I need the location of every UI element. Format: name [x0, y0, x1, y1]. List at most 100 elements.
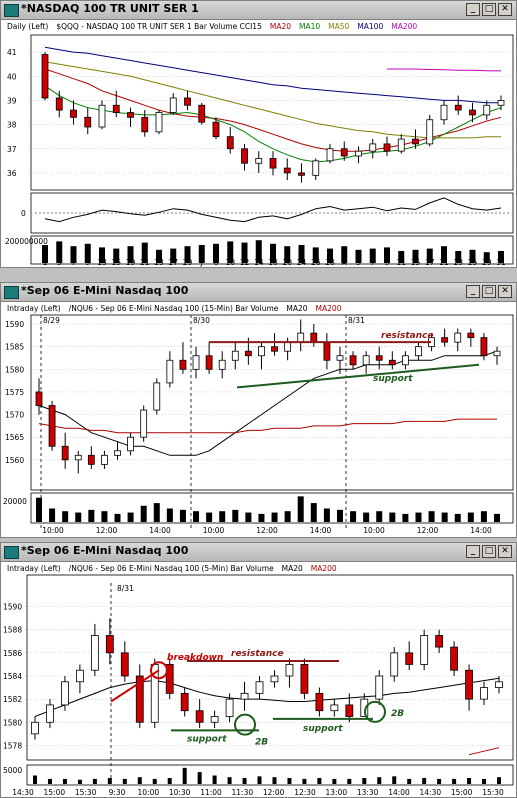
candle-body [127, 436, 134, 452]
volume-bar [284, 246, 291, 263]
x-tick-label: 14:30 [12, 788, 34, 797]
candle-body [153, 382, 161, 411]
chart-header-item: MA200 [391, 22, 417, 31]
volume-bar [287, 778, 292, 784]
volume-bar [153, 503, 160, 522]
y-tick-label: 1585 [5, 343, 24, 352]
x-tick-label: 15:30 [75, 788, 97, 797]
maximize-button[interactable]: □ [482, 3, 496, 16]
2b-circle [234, 713, 256, 736]
volume-bar [255, 240, 262, 263]
volume-bar [350, 511, 357, 522]
15min-chart-window: *Sep 06 E-Mini Nasdaq 100 _ □ ✕ Intraday… [0, 282, 517, 538]
x-tick-label: 10:00 [203, 526, 225, 535]
window-title-bar[interactable]: *Sep 06 E-Mini Nasdaq 100 _ □ ✕ [1, 283, 516, 302]
volume-bar [332, 778, 337, 784]
maximize-button[interactable]: □ [482, 285, 496, 298]
y-tick-label: 38 [7, 121, 17, 130]
minimize-button[interactable]: _ [466, 3, 480, 16]
volume-bar [166, 508, 173, 522]
y-tick-label: 1575 [5, 388, 24, 397]
x-tick-label: 11 [396, 258, 406, 267]
support-label: support [373, 374, 413, 384]
y-tick-label: 39 [7, 96, 17, 105]
x-tick-label: 12:30 [294, 788, 316, 797]
candle-body [495, 681, 503, 688]
maximize-button[interactable]: □ [482, 545, 496, 558]
candle-body [255, 158, 263, 164]
moving-average-line [44, 85, 502, 163]
volume-axis-label: 200000000 [5, 237, 48, 246]
candle-body [375, 355, 383, 361]
x-tick-label: 12:00 [256, 526, 278, 535]
volume-bar [271, 512, 278, 522]
volume-bar [114, 513, 121, 522]
x-tick-label: 12 [240, 258, 250, 267]
volume-bar [56, 241, 63, 263]
minimize-button[interactable]: _ [466, 285, 480, 298]
candle-body [349, 355, 357, 366]
x-tick-label: 12:00 [263, 788, 285, 797]
2b-circle [364, 700, 386, 723]
volume-bar [184, 246, 191, 263]
x-tick-label: 14:30 [420, 788, 442, 797]
volume-bar [75, 512, 82, 522]
volume-bar [441, 512, 448, 522]
candle-body [31, 721, 39, 735]
support-line [236, 363, 480, 389]
candle-body [283, 167, 291, 174]
volume-plot-frame [30, 235, 514, 265]
y-tick-label: 1560 [5, 456, 24, 465]
volume-bar [101, 511, 108, 522]
volume-bar [398, 251, 405, 263]
candle-body [362, 355, 370, 366]
candle-body [255, 681, 264, 694]
volume-bar [122, 778, 127, 784]
x-tick-label: 6 [214, 258, 219, 267]
volume-bar [389, 512, 396, 522]
chart-app-icon [4, 286, 19, 299]
volume-bar [327, 248, 333, 263]
volume-bar [219, 511, 226, 522]
candle-body [355, 150, 362, 157]
close-button[interactable]: ✕ [498, 285, 512, 298]
volume-bar [212, 775, 217, 784]
volume-bar [227, 777, 232, 784]
volume-bar [92, 778, 97, 784]
volume-bar [127, 512, 134, 522]
volume-bar [347, 778, 352, 784]
volume-bar [369, 248, 376, 263]
candle-body [340, 148, 348, 157]
breakdown-label: breakdown [167, 653, 223, 663]
volume-bar [437, 778, 442, 784]
window-title: *NASDAQ 100 TR UNIT SER 1 [21, 2, 199, 15]
volume-bar [297, 496, 304, 522]
date-marker-label: 8/29 [43, 316, 60, 325]
volume-bar [428, 511, 435, 522]
volume-bar [206, 512, 213, 522]
close-button[interactable]: ✕ [498, 545, 512, 558]
x-tick-label: 13:00 [326, 788, 348, 797]
volume-bar [179, 509, 186, 522]
window-title-bar[interactable]: *NASDAQ 100 TR UNIT SER 1 _ □ ✕ [1, 1, 516, 20]
x-tick-label: 15:30 [482, 788, 504, 797]
volume-bar [480, 511, 487, 522]
candle-body [90, 635, 99, 671]
volume-bar [241, 242, 248, 263]
volume-bar [99, 247, 105, 263]
y-tick-label: 1565 [5, 433, 24, 442]
5min-candlestick-chart: Intraday (Left) /NQU6 - Sep 06 E-Mini Nas… [3, 564, 514, 797]
volume-bar [156, 249, 162, 263]
volume-bar [469, 249, 476, 263]
minimize-button[interactable]: _ [466, 545, 480, 558]
chart-header-item: MA20 [282, 564, 303, 573]
2b-label: 2B [391, 709, 404, 719]
volume-bar [284, 511, 291, 522]
chart-app-icon [4, 546, 19, 559]
date-marker-label: 8/30 [193, 316, 210, 325]
window-title-bar[interactable]: *Sep 06 E-Mini Nasdaq 100 _ □ ✕ [1, 543, 516, 562]
volume-bar [384, 247, 390, 263]
close-button[interactable]: ✕ [498, 3, 512, 16]
candle-body [465, 669, 473, 700]
volume-bar [88, 509, 95, 522]
